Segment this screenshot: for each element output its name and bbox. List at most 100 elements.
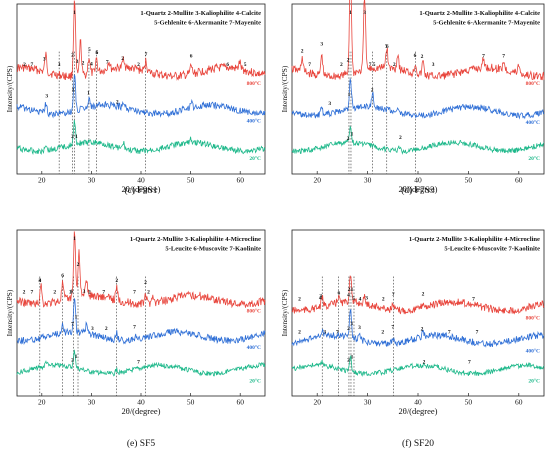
peak-annotation-label: 1 [73, 10, 76, 16]
peak-annotation-label: 3 [363, 10, 366, 16]
peak-annotation-label: 7 [472, 296, 475, 302]
peak-annotation-label: 2 [137, 62, 140, 68]
peak-annotation-label: 7 [385, 44, 388, 50]
peak-annotation-label: 1 [72, 88, 75, 94]
peak-annotation-label: 3 [319, 294, 322, 300]
peak-annotation-label: 1 [351, 287, 354, 293]
x-tick-label: 30 [88, 398, 96, 407]
peak-annotation-label: 7 [31, 290, 34, 296]
peak-annotation-label: 2 [147, 290, 150, 296]
phase-legend-line: 1-Quartz 2-Mullite 3-Kaliophilite 4-Calc… [140, 10, 261, 17]
peak-annotation-label: 7 [476, 330, 479, 336]
x-axis-label: 2θ/(degree) [399, 184, 438, 194]
peak-annotation-label: 4 [359, 296, 362, 302]
x-axis-label: 2θ/(degree) [122, 406, 161, 416]
series-label: 800°C [247, 308, 261, 315]
peak-annotation-label: 3 [323, 329, 326, 335]
x-axis-label: 2θ/(degree) [122, 184, 161, 194]
series-label: 20°C [249, 377, 261, 384]
peak-annotation-label: 2 [121, 56, 124, 62]
x-tick-label: 40 [137, 398, 145, 407]
series-label: 20°C [249, 155, 261, 162]
peak-annotation-label: 7 [145, 52, 148, 58]
peak-annotation-label: 2 [340, 62, 343, 68]
x-tick-label: 60 [236, 176, 244, 185]
peak-annotation-label: 3 [328, 101, 331, 107]
peak-annotation-label: 7 [137, 359, 140, 365]
peak-annotation-label: 4 [319, 295, 322, 301]
peak-annotation-label: 2 [348, 287, 351, 293]
peak-annotation-label: 7 [71, 321, 74, 327]
peak-annotation-label: 3 [320, 42, 323, 48]
phase-legend-line: 5-Gehlenite 6-Akermanite 7-Mayenite [154, 20, 261, 27]
peak-annotation-label: 7 [31, 62, 34, 68]
x-axis-label: 2θ/(degree) [399, 406, 438, 416]
peak-annotation-label: 1 [75, 134, 78, 140]
series-label: 400°C [247, 344, 261, 351]
peak-annotation-label: 2 [421, 54, 424, 60]
series-line-800C [16, 0, 266, 81]
peak-annotation-label: 2 [399, 135, 402, 141]
peak-annotation-label: 2 [301, 48, 304, 54]
peak-annotation-label: 6 [337, 291, 340, 297]
peak-annotation-label: 3 [365, 295, 368, 301]
peak-annotation-label: 3 [83, 289, 86, 295]
peak-annotation-label: 7 [482, 54, 485, 60]
peak-annotation-label: 5 [244, 62, 247, 68]
panel-caption: (e) SF5 [127, 438, 155, 449]
peak-annotation-label: 7 [133, 325, 136, 331]
phase-legend-line: 1-Quartz 2-Mullite 3-Kaliophilite 4-Micr… [130, 236, 261, 243]
panel-caption: (d) F7S3 [401, 185, 435, 196]
peak-annotation-label: 2 [382, 296, 385, 302]
x-tick-label: 50 [465, 176, 473, 185]
peak-annotation-label: 2 [23, 290, 26, 296]
peak-annotation-label: 2 [53, 290, 56, 296]
x-tick-label: 30 [88, 176, 96, 185]
peak-annotation-label: 7 [391, 325, 394, 331]
peak-annotation-label: 3 [76, 59, 79, 65]
series-line-400C [16, 298, 266, 346]
peak-annotation-label: 6 [414, 53, 417, 59]
peak-annotation-label: 3 [358, 325, 361, 331]
series-label: 400°C [526, 348, 540, 355]
peak-annotation-label: 7 [308, 62, 311, 68]
peak-annotation-label: 2 [393, 62, 396, 68]
peak-annotation-label: 1 [73, 236, 76, 242]
x-tick-label: 20 [313, 176, 321, 185]
series-line-20C [16, 120, 266, 155]
series-label: 20°C [528, 377, 540, 384]
peak-annotation-label: 2 [77, 262, 80, 268]
plot-frame [291, 3, 545, 175]
series-label: 800°C [526, 314, 540, 321]
series-line-800C [291, 0, 545, 81]
peak-annotation-label: 5 [95, 50, 98, 56]
peak-annotation-label: 3 [58, 62, 61, 68]
peak-annotation-label: 2 [422, 291, 425, 297]
peak-annotation-label: 1 [349, 10, 352, 16]
peak-annotation-label: 2 [423, 359, 426, 365]
peak-annotation-label: 5 [373, 62, 376, 68]
x-tick-label: 60 [515, 176, 523, 185]
peak-annotation-label: 3 [432, 62, 435, 68]
phase-legend-line: 1-Quartz 2-Mullite 3-Kaliophilite 4-Calc… [419, 10, 540, 17]
x-tick-label: 50 [465, 398, 473, 407]
x-tick-label: 20 [38, 176, 46, 185]
peak-annotation-label: 7 [468, 359, 471, 365]
peak-annotation-label: 7 [102, 290, 105, 296]
peak-annotation-label: 2 [298, 296, 301, 302]
series-label: 400°C [247, 117, 261, 124]
x-tick-label: 20 [313, 398, 321, 407]
peak-annotation-label: 4 [347, 292, 350, 298]
y-axis-label: Intensity/(CPS) [280, 289, 289, 336]
series-line-400C [291, 309, 545, 348]
series-label: 400°C [526, 119, 540, 126]
peak-annotation-label: 7 [369, 62, 372, 68]
series-label: 20°C [528, 155, 540, 162]
x-tick-label: 40 [137, 176, 145, 185]
series-line-20C [291, 355, 545, 377]
series-line-20C [16, 349, 266, 377]
